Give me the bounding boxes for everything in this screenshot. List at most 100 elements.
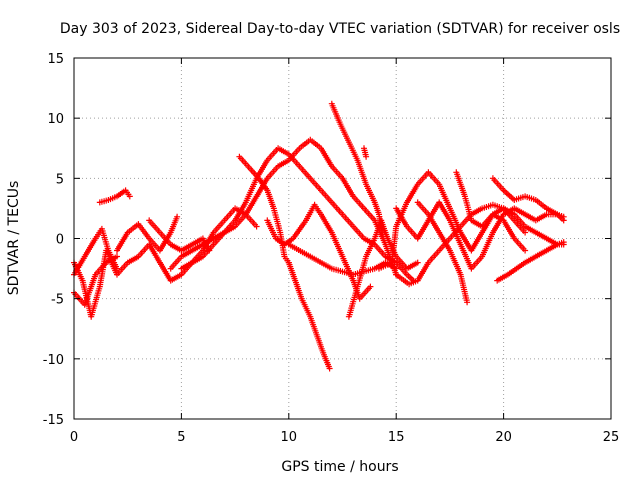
data-point-plus: [285, 259, 298, 282]
data-point-plus: [264, 187, 276, 210]
data-point-plus: [264, 165, 280, 182]
data-point-plus: [114, 188, 127, 200]
data-point-plus: [292, 277, 304, 300]
x-axis-label: GPS time / hours: [281, 459, 398, 475]
data-point-plus: [345, 139, 360, 162]
data-point-plus: [543, 205, 559, 217]
data-point-plus: [350, 223, 366, 240]
data-point-plus: [403, 183, 420, 206]
data-point-plus: [167, 215, 180, 236]
data-point-plus: [135, 221, 151, 240]
data-point-plus: [281, 253, 291, 264]
data-point-plus: [522, 223, 537, 235]
data-point-plus: [522, 229, 529, 236]
data-point-plus: [522, 254, 537, 266]
data-point-plus: [206, 247, 213, 254]
data-point-plus: [103, 254, 119, 266]
data-point-plus: [393, 265, 400, 272]
data-point-plus: [479, 231, 495, 260]
data-point-plus: [457, 241, 474, 270]
data-point-plus: [406, 278, 419, 288]
x-tick-label: 15: [388, 430, 405, 445]
data-point-plus: [114, 253, 120, 260]
data-point-plus: [361, 145, 369, 158]
series-track-2: [71, 225, 120, 278]
data-point-plus: [393, 253, 409, 270]
data-point-plus: [363, 237, 377, 260]
data-point-plus: [500, 217, 517, 240]
data-point-plus: [393, 205, 409, 228]
data-point-plus: [189, 236, 205, 248]
data-point-plus: [479, 202, 494, 212]
data-point-plus: [167, 255, 183, 272]
data-point-plus: [156, 259, 173, 282]
series-track-9: [285, 259, 333, 372]
data-point-plus: [114, 261, 130, 278]
series-track-10: [285, 241, 400, 278]
data-point-plus: [290, 219, 308, 242]
data-point-plus: [354, 157, 369, 186]
data-point-plus: [199, 231, 216, 254]
data-point-plus: [167, 241, 183, 253]
data-point-plus: [92, 261, 108, 278]
data-point-plus: [275, 158, 290, 170]
data-point-plus: [328, 199, 344, 216]
data-point-plus: [296, 163, 312, 180]
data-point-plus: [354, 255, 369, 290]
data-point-plus: [560, 213, 567, 220]
data-point-plus: [320, 349, 332, 370]
y-tick-label: -10: [43, 353, 64, 368]
data-point-plus: [554, 211, 565, 219]
data-point-plus: [270, 205, 283, 234]
data-point-plus: [453, 169, 468, 198]
data-point-plus: [307, 136, 323, 150]
series-track-20: [393, 201, 529, 288]
data-point-plus: [255, 175, 270, 192]
data-point-plus: [318, 187, 334, 204]
data-point-plus: [468, 217, 484, 229]
data-point-plus: [167, 272, 183, 284]
y-tick-label: 10: [47, 112, 64, 127]
data-point-plus: [504, 266, 518, 278]
series-track-17: [453, 169, 529, 254]
data-point-plus: [494, 272, 510, 284]
data-point-plus: [414, 259, 421, 266]
data-point-plus: [114, 231, 130, 254]
data-point-plus: [298, 295, 313, 318]
data-point-plus: [326, 365, 333, 372]
data-point-plus: [532, 197, 548, 210]
data-point-plus: [356, 285, 372, 302]
axis-ticks: 0 5 10 15 20 25 -15 -10 -5 0 5 10 15: [43, 52, 620, 445]
data-point-plus: [554, 239, 565, 248]
data-point-plus: [114, 265, 120, 272]
data-point-plus: [189, 242, 205, 254]
data-point-plus: [328, 163, 344, 180]
data-point-plus: [393, 259, 409, 276]
series-track-22: [178, 205, 260, 272]
data-point-plus: [337, 121, 351, 144]
data-point-plus: [88, 285, 103, 320]
data-point-plus: [436, 237, 452, 254]
data-point-plus: [403, 260, 419, 272]
data-point-plus: [436, 199, 452, 222]
data-point-plus: [285, 241, 312, 259]
data-point-plus: [264, 147, 280, 164]
data-point-plus: [210, 230, 226, 242]
data-point-plus: [350, 193, 366, 210]
data-point-plus: [464, 299, 471, 306]
data-point-plus: [328, 100, 343, 126]
data-point-plus: [272, 235, 286, 247]
data-point-plus: [363, 181, 377, 204]
data-point-plus: [328, 265, 355, 277]
data-point-plus: [242, 211, 258, 228]
data-point-plus: [393, 271, 411, 286]
x-tick-label: 10: [281, 430, 298, 445]
data-point-plus: [221, 207, 237, 224]
data-point-plus: [436, 181, 452, 210]
data-point-plus: [96, 197, 110, 206]
data-point-plus: [560, 239, 567, 246]
data-point-plus: [414, 261, 431, 284]
series-track-15: [393, 199, 567, 272]
y-tick-label: -5: [51, 293, 64, 308]
data-point-plus: [511, 194, 526, 203]
